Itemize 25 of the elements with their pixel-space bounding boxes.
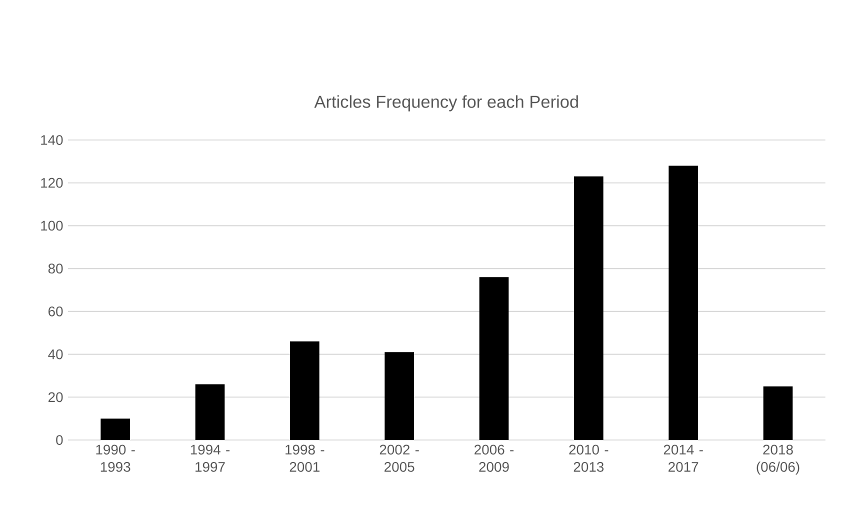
- x-tick-label: 2014 - 2017: [664, 444, 703, 472]
- y-tick-label: 20: [48, 392, 63, 402]
- y-tick-label: 120: [41, 178, 63, 188]
- y-tick-label: 140: [41, 135, 63, 145]
- x-tick-label: 1990 - 1993: [96, 444, 135, 472]
- y-tick-label: 80: [48, 264, 63, 274]
- bar: [290, 341, 320, 440]
- chart-title: Articles Frequency for each Period: [314, 95, 578, 112]
- y-tick-label: 60: [48, 306, 63, 316]
- y-tick-label: 0: [56, 435, 63, 445]
- x-tick-label: 2006 - 2009: [474, 444, 514, 472]
- bar: [100, 418, 130, 440]
- bar: [668, 166, 698, 440]
- y-tick-label: 100: [41, 220, 63, 231]
- x-tick-label: 1998 - 2001: [286, 444, 324, 472]
- x-tick-label: 2010 - 2013: [569, 444, 608, 472]
- bar: [479, 277, 509, 440]
- x-tick-label: 2002 - 2005: [380, 444, 419, 472]
- y-tick-label: 40: [48, 349, 63, 360]
- x-tick-label: 1994 - 1997: [190, 444, 230, 472]
- bar: [574, 176, 604, 440]
- bar: [195, 384, 225, 440]
- bar: [763, 386, 793, 440]
- x-tick-label: 2018 (06/06): [756, 444, 800, 475]
- bar: [384, 352, 414, 440]
